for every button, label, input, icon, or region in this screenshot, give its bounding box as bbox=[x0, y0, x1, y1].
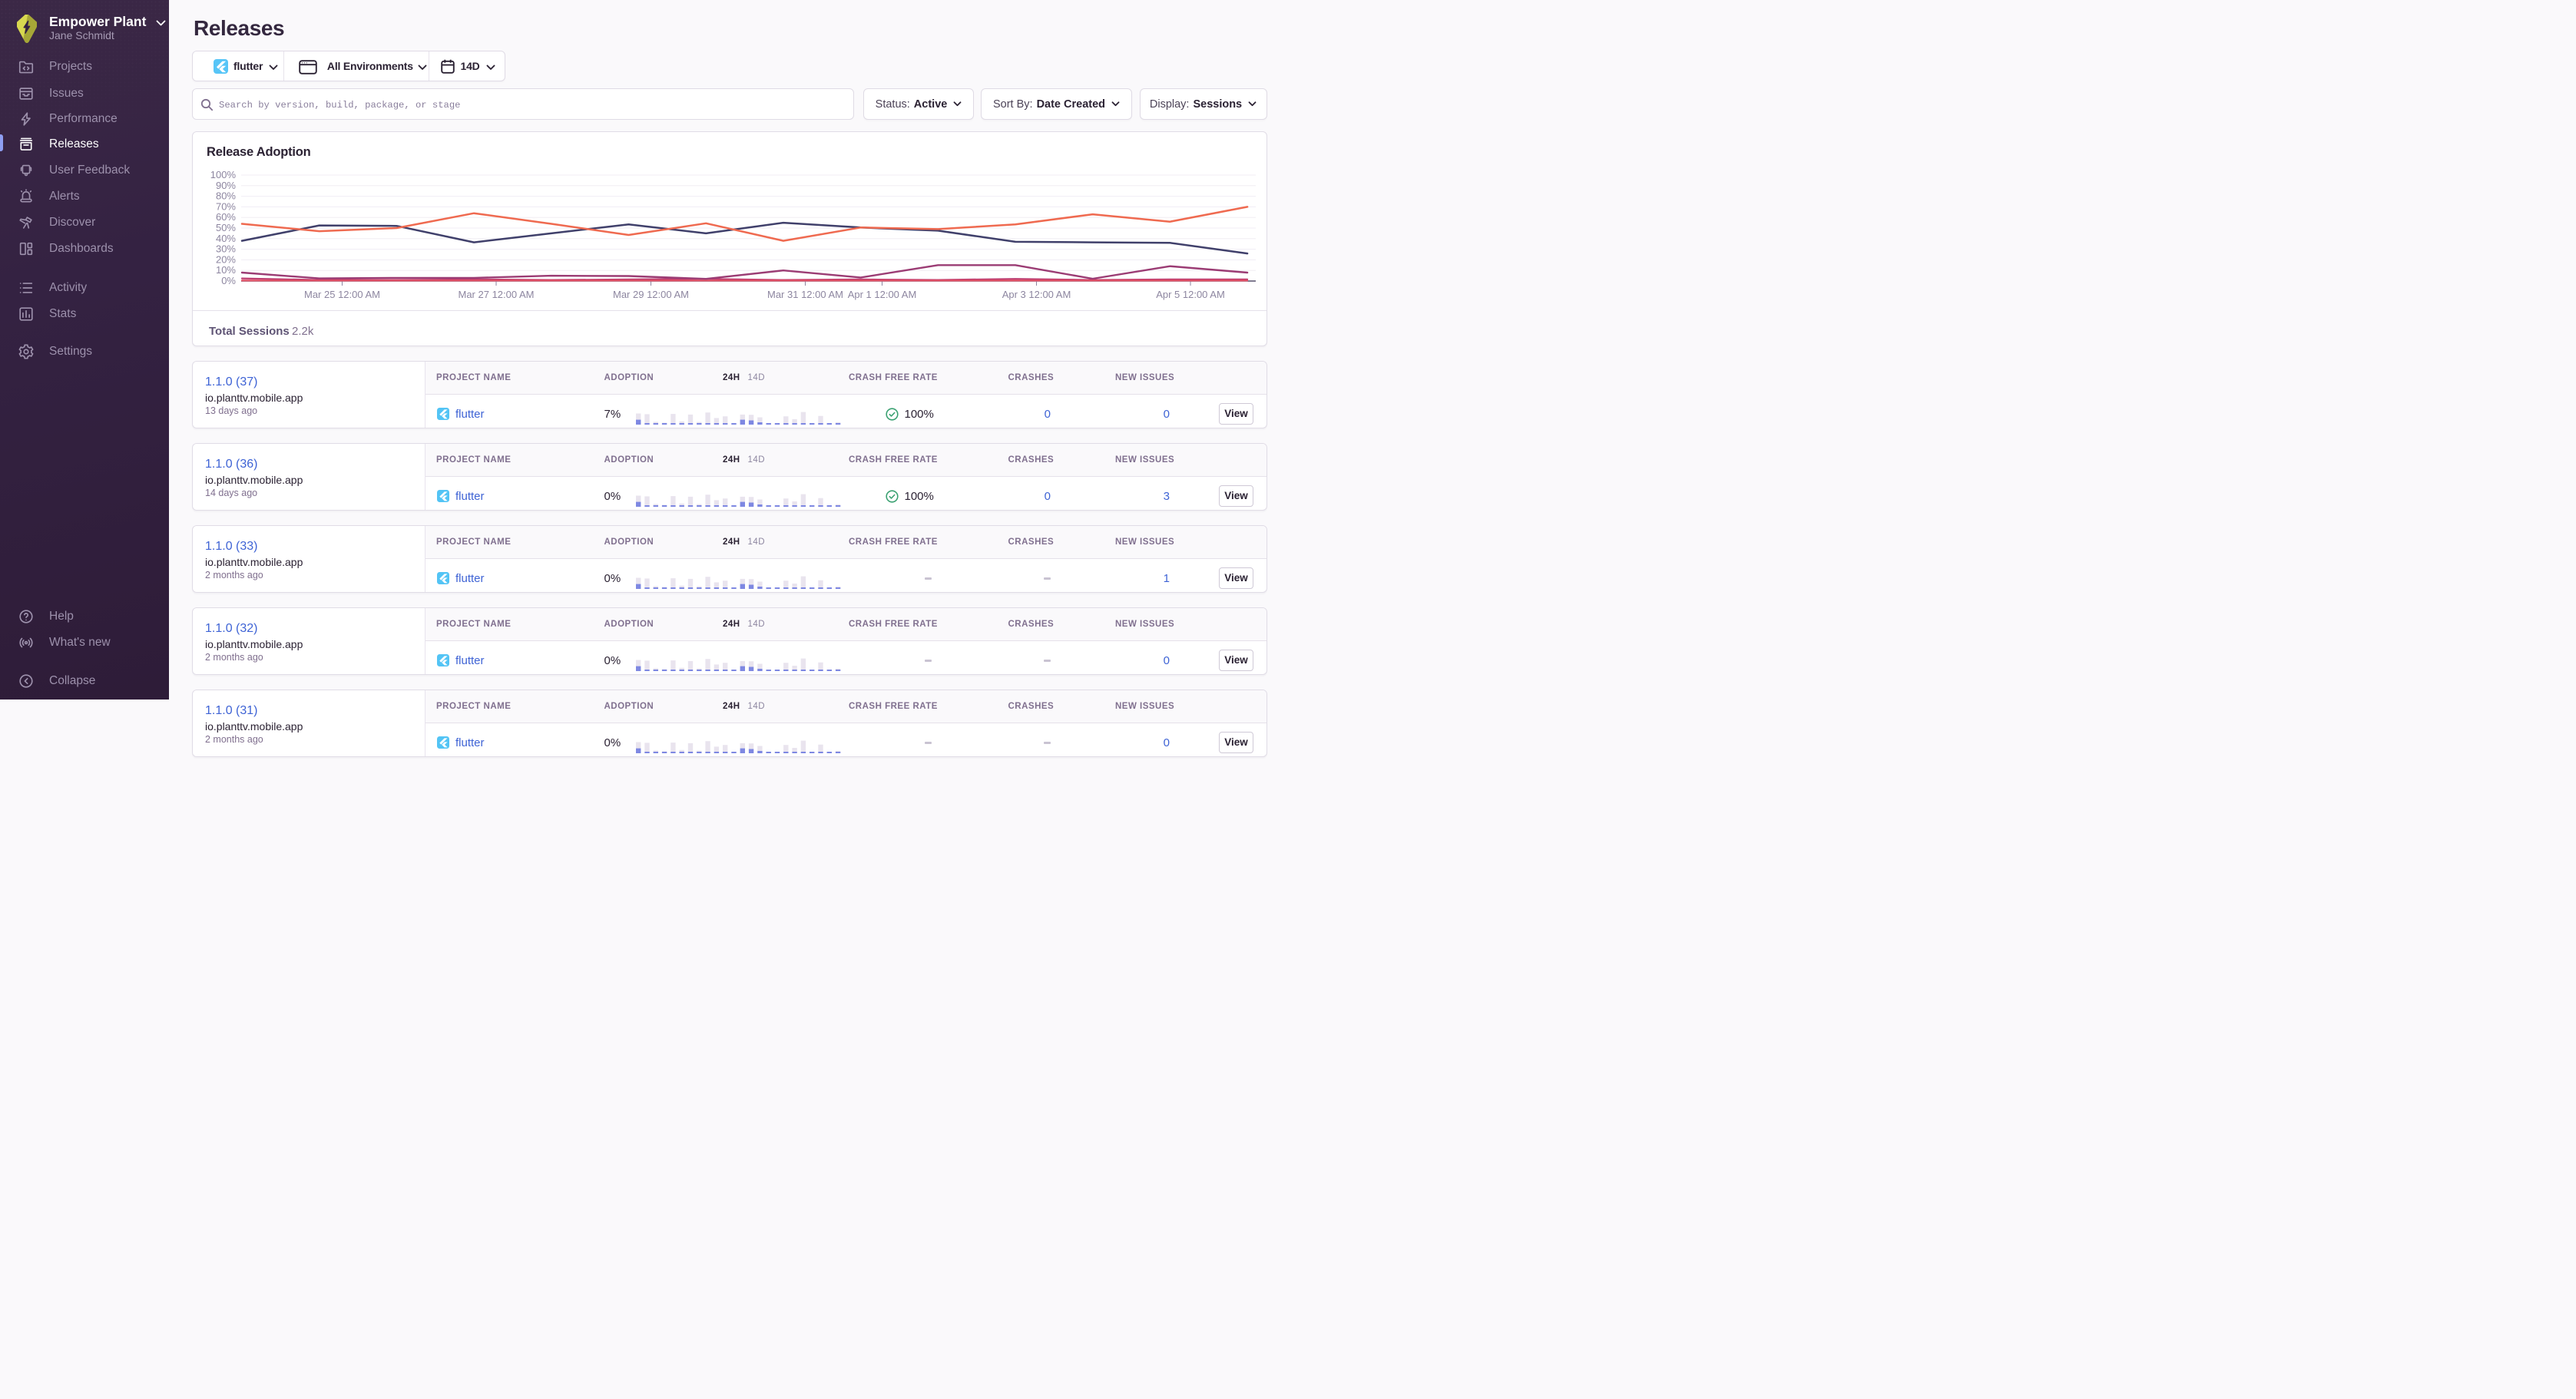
svg-text:Apr 3 12:00 AM: Apr 3 12:00 AM bbox=[1002, 289, 1071, 300]
svg-text:20%: 20% bbox=[216, 253, 236, 265]
svg-text:90%: 90% bbox=[216, 180, 236, 191]
svg-text:Mar 27 12:00 AM: Mar 27 12:00 AM bbox=[459, 289, 535, 300]
svg-text:50%: 50% bbox=[216, 222, 236, 233]
svg-text:10%: 10% bbox=[216, 264, 236, 276]
svg-text:60%: 60% bbox=[216, 211, 236, 223]
svg-text:70%: 70% bbox=[216, 200, 236, 212]
svg-text:Mar 25 12:00 AM: Mar 25 12:00 AM bbox=[304, 289, 380, 300]
svg-text:40%: 40% bbox=[216, 233, 236, 244]
svg-text:Apr 1 12:00 AM: Apr 1 12:00 AM bbox=[848, 289, 917, 300]
svg-text:Mar 29 12:00 AM: Mar 29 12:00 AM bbox=[613, 289, 689, 300]
svg-text:Apr 5 12:00 AM: Apr 5 12:00 AM bbox=[1156, 289, 1225, 300]
svg-text:100%: 100% bbox=[210, 169, 237, 180]
svg-text:30%: 30% bbox=[216, 243, 236, 255]
svg-text:80%: 80% bbox=[216, 190, 236, 202]
svg-text:0%: 0% bbox=[221, 275, 236, 286]
svg-text:Mar 31 12:00 AM: Mar 31 12:00 AM bbox=[767, 289, 843, 300]
